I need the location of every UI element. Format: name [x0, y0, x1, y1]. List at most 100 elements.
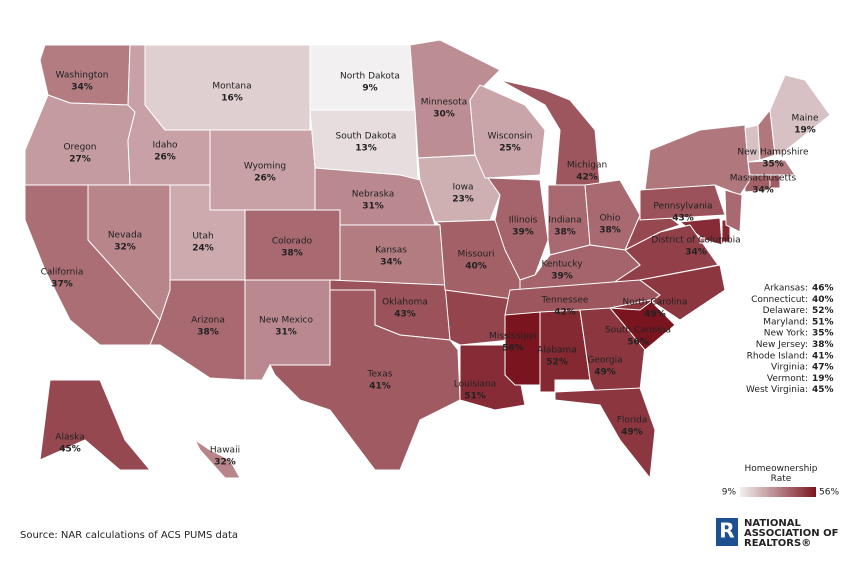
- state-label: Missouri: [457, 250, 494, 260]
- state-value: 31%: [275, 328, 297, 338]
- state-label: New Hampshire: [737, 148, 809, 158]
- side-value: 19%: [812, 374, 834, 384]
- state-label: Wyoming: [244, 162, 286, 172]
- state-label: Iowa: [452, 183, 473, 193]
- state-value: 31%: [362, 202, 384, 212]
- state-label: South Carolina: [605, 326, 671, 336]
- state-value: 52%: [546, 358, 568, 368]
- state-value: 40%: [465, 262, 487, 272]
- state-label: Washington: [56, 71, 109, 81]
- state-value: 9%: [362, 84, 377, 94]
- logo-letter: R: [719, 519, 734, 543]
- state-label: Georgia: [587, 356, 622, 366]
- side-value: 35%: [812, 329, 834, 339]
- side-value: 41%: [812, 351, 834, 361]
- state-label: New Mexico: [259, 316, 313, 326]
- side-value: 52%: [812, 306, 834, 316]
- state-value: 23%: [452, 195, 474, 205]
- state-value: 26%: [154, 153, 176, 163]
- state-label: Arizona: [191, 316, 225, 326]
- side-label: Maryland:: [763, 317, 808, 327]
- state-label: Florida: [617, 416, 648, 426]
- state-value: 49%: [621, 428, 643, 438]
- state-shape: [39, 379, 152, 471]
- logo-mark: [716, 518, 738, 546]
- state-label: Utah: [192, 232, 213, 242]
- legend-min: 9%: [722, 488, 737, 498]
- side-label: Virginia:: [771, 363, 808, 373]
- state-shape: [24, 94, 136, 186]
- state-value: 13%: [355, 144, 377, 154]
- state-shape: [469, 84, 546, 179]
- side-value: 40%: [812, 295, 834, 305]
- state-value: 27%: [69, 155, 91, 165]
- state-value: 45%: [59, 445, 81, 455]
- state-label: Tennessee: [541, 296, 589, 306]
- side-label: Rhode Island:: [747, 351, 808, 361]
- side-label: Delaware:: [763, 306, 808, 316]
- state-label: Indiana: [548, 216, 581, 226]
- state-shape: [609, 264, 726, 321]
- legend-title: Homeownership Rate: [744, 464, 818, 484]
- state-label: Mississippi: [489, 332, 537, 342]
- state-value: 34%: [71, 83, 93, 93]
- state-label: Nevada: [108, 231, 142, 241]
- side-value: 38%: [812, 340, 834, 350]
- state-value: 39%: [512, 228, 534, 238]
- state-value: 19%: [794, 126, 816, 136]
- state-shape: [554, 387, 656, 480]
- side-value: 51%: [812, 317, 834, 327]
- state-label: California: [41, 268, 84, 278]
- state-shape: [584, 179, 641, 251]
- state-shape: [269, 289, 461, 471]
- side-label: Vermont:: [767, 374, 808, 384]
- state-value: 38%: [197, 328, 219, 338]
- legend-max: 56%: [819, 488, 839, 498]
- state-value: 51%: [464, 392, 486, 402]
- state-label: South Dakota: [336, 132, 397, 142]
- state-label: Kentucky: [541, 260, 583, 270]
- state-value: 25%: [499, 144, 521, 154]
- state-shape: [724, 189, 743, 233]
- state-value: 34%: [752, 186, 774, 196]
- state-value: 38%: [554, 228, 576, 238]
- state-value: 24%: [192, 244, 214, 254]
- state-value: 34%: [685, 248, 707, 258]
- state-label: Ohio: [600, 214, 621, 224]
- state-label: Colorado: [272, 237, 313, 247]
- state-label: Alabama: [537, 346, 577, 356]
- state-label: North Dakota: [340, 72, 400, 82]
- state-shape: [639, 184, 726, 221]
- side-label: West Virginia:: [746, 385, 808, 395]
- state-label: Minnesota: [421, 98, 467, 108]
- state-label: Kansas: [375, 246, 407, 256]
- state-value: 35%: [762, 160, 784, 170]
- state-shape: [769, 74, 831, 156]
- state-label: Alaska: [55, 433, 84, 443]
- side-value: 45%: [812, 385, 834, 395]
- state-label: Michigan: [567, 161, 607, 171]
- state-value: 42%: [554, 308, 576, 318]
- state-label: Louisiana: [454, 380, 497, 390]
- state-value: 56%: [627, 338, 649, 348]
- state-value: 34%: [380, 258, 402, 268]
- side-value: 46%: [812, 284, 834, 294]
- state-value: 43%: [672, 214, 694, 224]
- state-label: Hawaii: [210, 446, 240, 456]
- state-shape: [193, 438, 241, 479]
- state-label: Wisconsin: [488, 132, 533, 142]
- logo-text: ASSOCIATION OF: [744, 528, 838, 539]
- state-value: 26%: [254, 174, 276, 184]
- state-label: Montana: [212, 82, 251, 92]
- state-value: 32%: [114, 243, 136, 253]
- state-shape: [699, 237, 706, 244]
- state-shape: [747, 159, 796, 176]
- state-value: 41%: [369, 382, 391, 392]
- side-label: New York:: [764, 329, 808, 339]
- state-label: Nebraska: [352, 190, 394, 200]
- state-label: Illinois: [509, 216, 538, 226]
- side-value: 47%: [812, 363, 834, 373]
- state-label: District of Columbia: [651, 236, 740, 246]
- state-value: 49%: [594, 368, 616, 378]
